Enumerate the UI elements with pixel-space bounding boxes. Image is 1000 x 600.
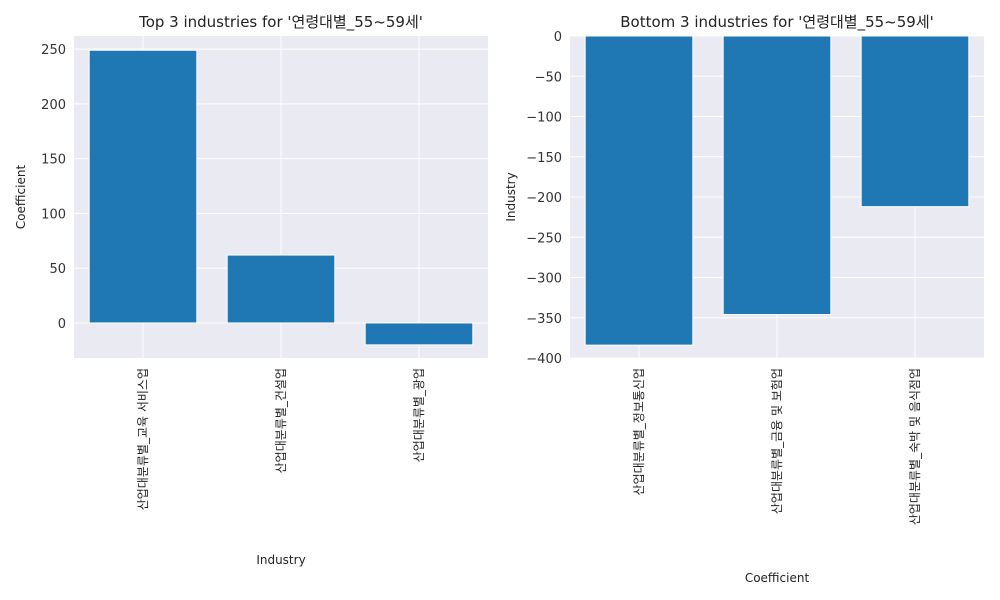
y-tick-label: −100 xyxy=(526,111,562,126)
x-axis-label-bottom: Coefficient xyxy=(745,571,810,585)
x-ticks-top: 산업대분류별_교육 서비스업 산업대분류별_건설업 산업대분류별_광업 xyxy=(136,368,426,510)
x-axis-label-top: Industry xyxy=(256,553,305,567)
y-tick-label: 0 xyxy=(554,30,562,45)
y-tick-label: −150 xyxy=(526,151,562,166)
x-tick-label: 산업대분류별_정보통신업 xyxy=(632,368,646,495)
bar xyxy=(226,254,336,324)
y-tick-label: −250 xyxy=(526,231,562,246)
bar xyxy=(88,49,198,324)
chart-title-bottom: Bottom 3 industries for '연령대별_55~59세' xyxy=(620,13,934,32)
y-tick-label: −400 xyxy=(526,352,562,367)
chart-top-3: 0 50 100 150 200 250 산업대분류별_교육 서비스업 산업대분류별_건설업… xyxy=(14,13,488,567)
chart-bottom-3: 0 −50 −100 −150 −200 −250 −300 −350 −400 산업대분류별_… xyxy=(504,13,984,585)
bar xyxy=(584,35,694,346)
bar xyxy=(364,322,474,346)
bar xyxy=(860,35,970,208)
bars-bottom xyxy=(584,35,970,346)
y-tick-label: 200 xyxy=(41,98,66,113)
x-tick-label: 산업대분류별_숙박 및 음식점업 xyxy=(908,368,922,525)
bar xyxy=(722,35,832,316)
y-tick-label: −200 xyxy=(526,191,562,206)
y-tick-label: 50 xyxy=(49,262,66,277)
chart-title-top: Top 3 industries for '연령대별_55~59세' xyxy=(138,13,423,32)
x-tick-label: 산업대분류별_광업 xyxy=(412,368,426,462)
x-ticks-bottom: 산업대분류별_정보통신업 산업대분류별_금융 및 보험업 산업대분류별_숙박 및 음… xyxy=(632,368,922,525)
y-tick-label: 250 xyxy=(41,43,66,58)
y-tick-label: −350 xyxy=(526,312,562,327)
x-tick-label: 산업대분류별_교육 서비스업 xyxy=(136,368,150,510)
y-axis-label-bottom: Industry xyxy=(504,172,518,221)
bars-top xyxy=(88,49,474,346)
y-axis-label-top: Coefficient xyxy=(14,165,28,230)
y-tick-label: −300 xyxy=(526,272,562,287)
x-tick-label: 산업대분류별_건설업 xyxy=(274,368,288,473)
y-tick-label: −50 xyxy=(535,70,562,85)
y-ticks-bottom: 0 −50 −100 −150 −200 −250 −300 −350 −400 xyxy=(526,30,562,367)
y-ticks-top: 0 50 100 150 200 250 xyxy=(41,43,66,332)
y-tick-label: 100 xyxy=(41,207,66,222)
y-tick-label: 150 xyxy=(41,153,66,168)
x-tick-label: 산업대분류별_금융 및 보험업 xyxy=(770,368,784,514)
y-tick-label: 0 xyxy=(58,317,66,332)
